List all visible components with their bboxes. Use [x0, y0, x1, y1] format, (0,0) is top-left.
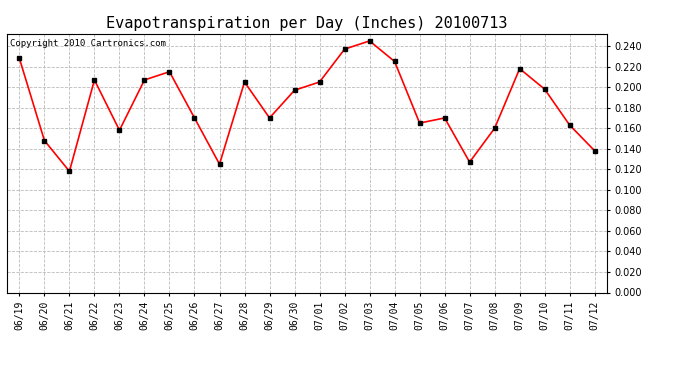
Text: Copyright 2010 Cartronics.com: Copyright 2010 Cartronics.com: [10, 39, 166, 48]
Title: Evapotranspiration per Day (Inches) 20100713: Evapotranspiration per Day (Inches) 2010…: [106, 16, 508, 31]
